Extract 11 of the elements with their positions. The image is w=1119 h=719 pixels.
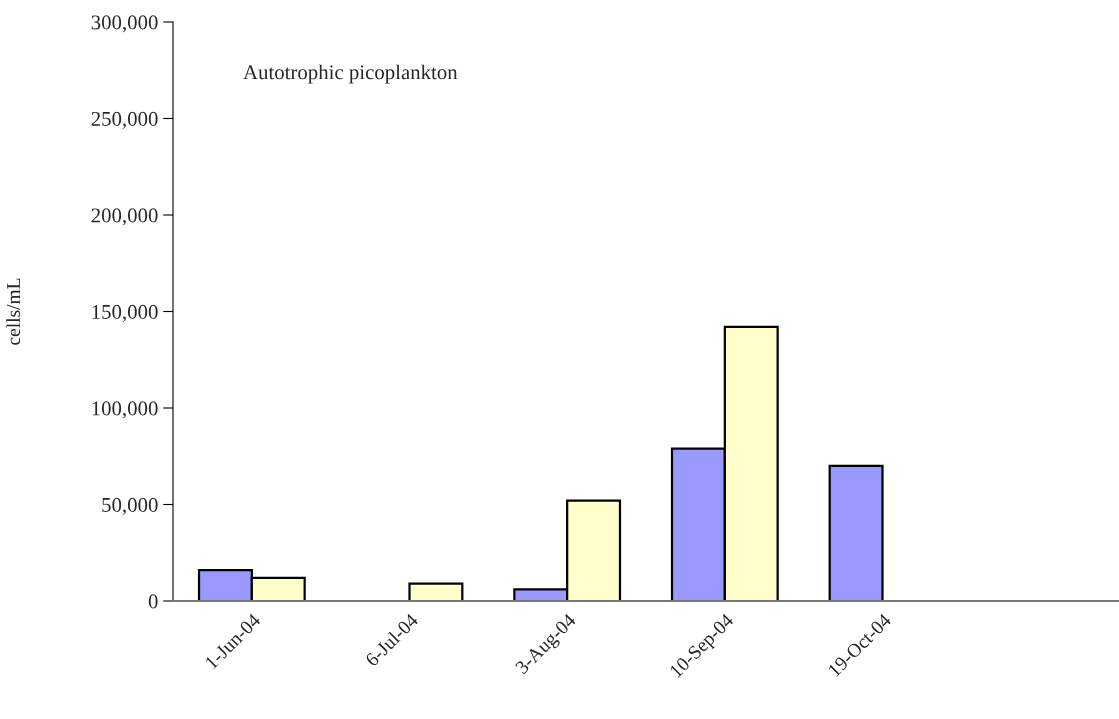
bar: [408, 582, 464, 601]
annotation: Autotrophic picoplankton: [243, 64, 458, 84]
y-tick-label: 50,000: [102, 497, 158, 515]
y-tick-label: 100,000: [92, 401, 158, 419]
y-tick-label: 200,000: [91, 208, 158, 226]
y-tick-label: 150,000: [92, 304, 158, 322]
bar: [828, 464, 884, 601]
y-tick-label: 0: [148, 594, 158, 609]
y-axis-title: cells/mL: [6, 278, 21, 345]
y-tick-label: 300,000: [91, 15, 158, 33]
y-tick-label: 250,000: [91, 111, 158, 129]
